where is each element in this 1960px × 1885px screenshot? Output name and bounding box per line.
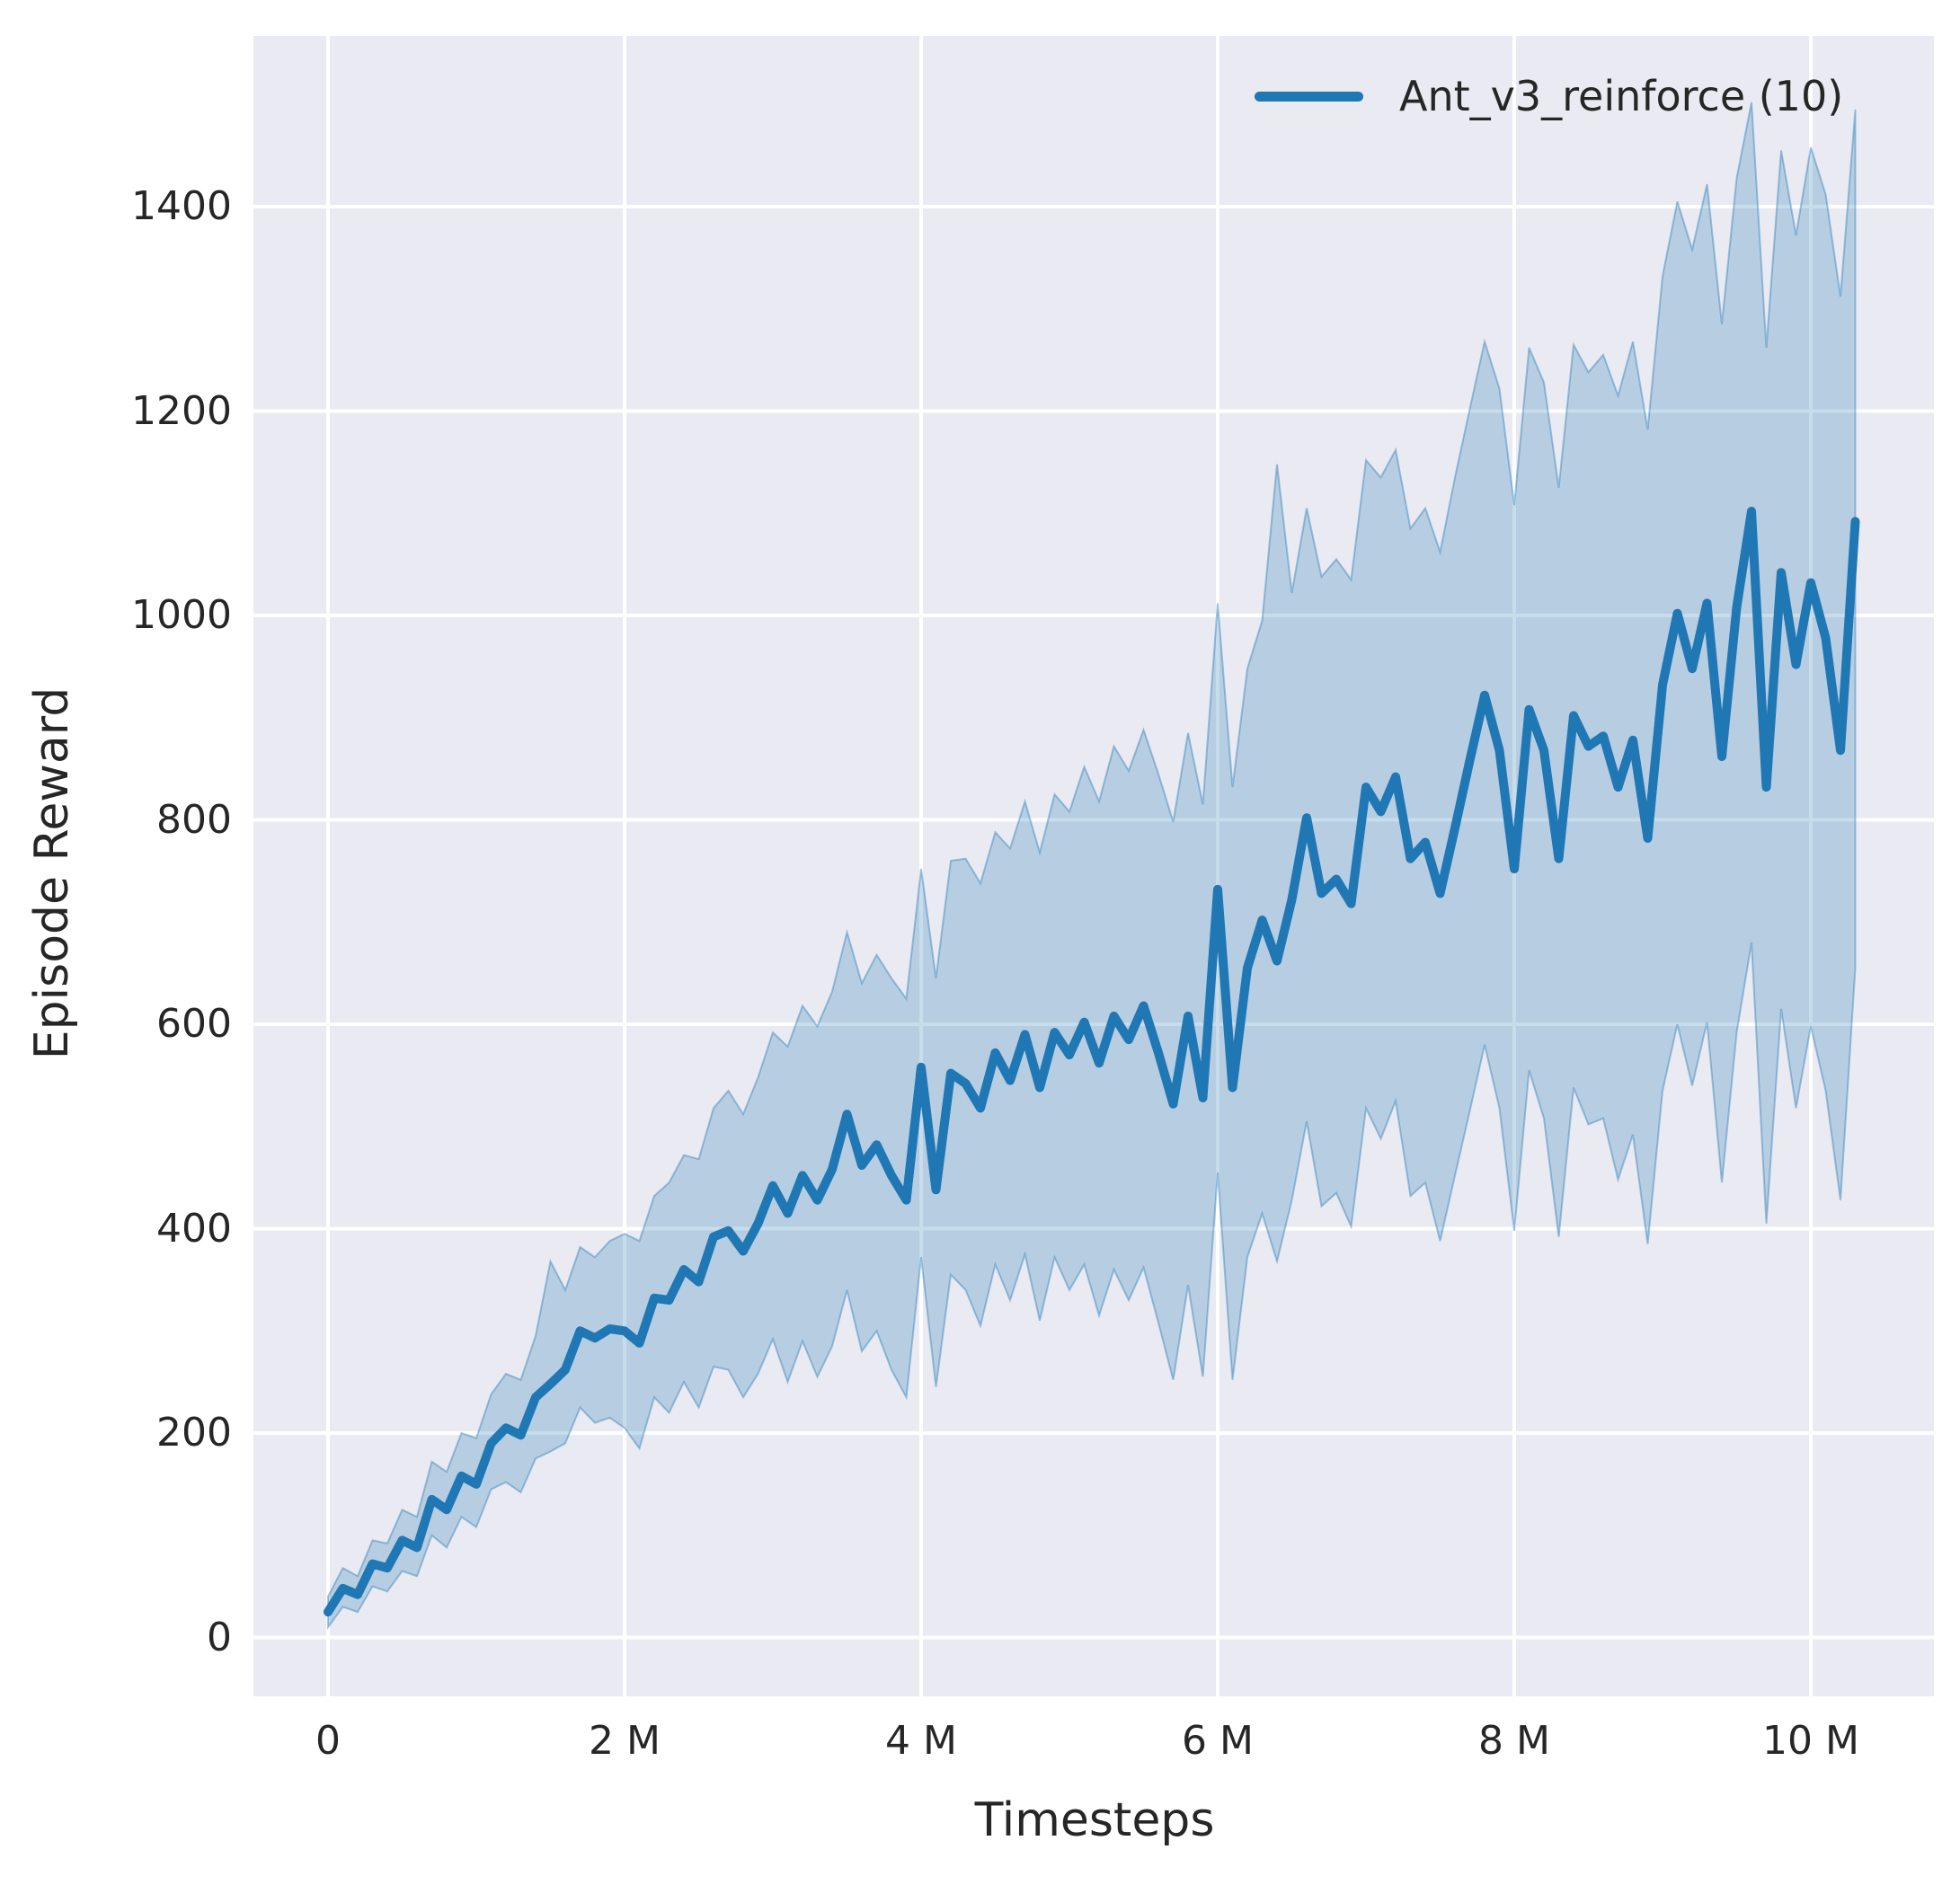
x-axis-label: Timesteps [974,1793,1215,1847]
y-tick-label: 1000 [131,592,232,638]
legend-line-swatch [1255,92,1363,102]
legend: Ant_v3_reinforce (10) [1255,72,1843,121]
x-tick-label: 2 M [589,1718,661,1764]
mean-line [324,507,1860,1617]
y-axis-label: Episode Reward [25,686,79,1060]
y-tick-label: 200 [156,1410,232,1456]
y-tick-label: 800 [156,796,232,843]
y-tick-label: 0 [207,1614,232,1660]
plot-area [253,36,1934,1696]
x-tick-label: 4 M [885,1718,957,1764]
x-tick-label: 6 M [1182,1718,1254,1764]
y-tick-label: 1400 [131,183,232,229]
y-tick-label: 600 [156,1001,232,1047]
x-tick-label: 0 [315,1718,341,1764]
y-tick-label: 400 [156,1205,232,1252]
x-tick-label: 8 M [1478,1718,1550,1764]
y-tick-label: 1200 [131,387,232,434]
x-tick-label: 10 M [1762,1718,1859,1764]
legend-label: Ant_v3_reinforce (10) [1399,72,1844,120]
